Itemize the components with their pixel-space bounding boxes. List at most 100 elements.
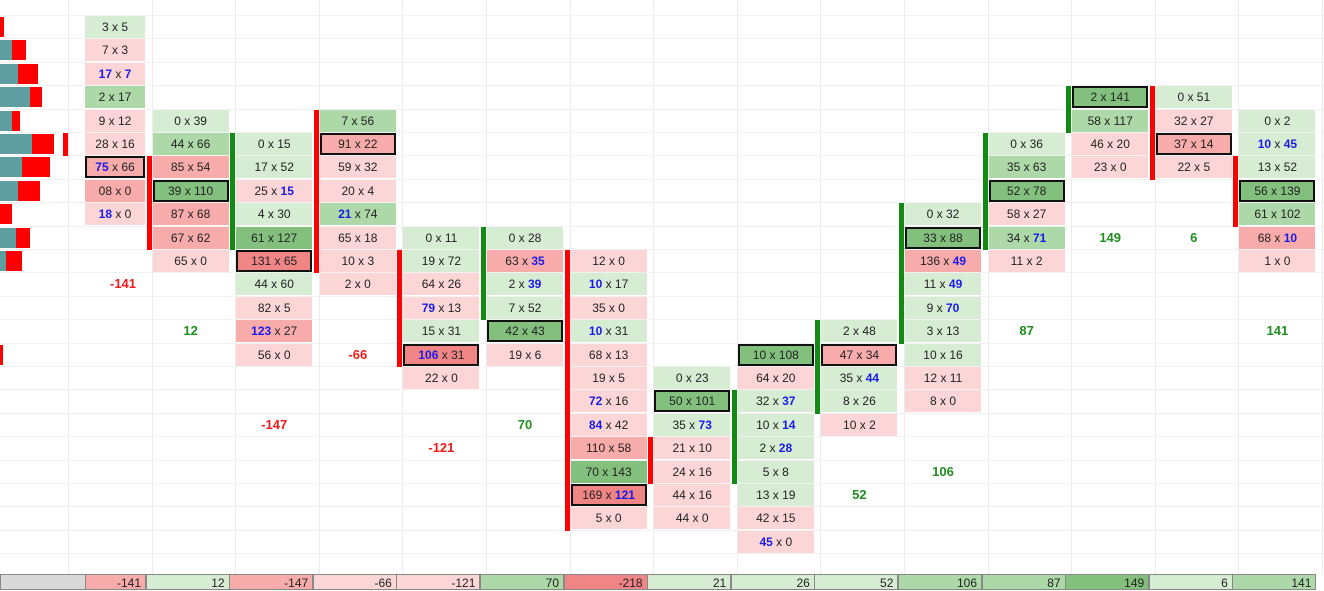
bid-volume: 106 <box>418 347 439 362</box>
separator: x <box>1271 254 1284 268</box>
footprint-cell: 11 x 49 <box>905 273 981 296</box>
profile-bar <box>0 40 12 61</box>
separator: x <box>605 300 619 315</box>
ask-volume: 0 <box>124 183 132 198</box>
separator: x <box>936 347 950 362</box>
ask-volume: 18 <box>364 230 378 245</box>
column-bar <box>397 250 403 367</box>
ask-volume: 39 <box>193 113 207 128</box>
footprint-cell: 2 x 28 <box>737 437 814 460</box>
bid-volume: 13 <box>1257 160 1272 175</box>
profile-bar <box>0 344 3 365</box>
bid-volume: 21 <box>338 207 352 222</box>
footprint-cell: 19 x 6 <box>487 343 563 366</box>
separator: x <box>853 371 866 385</box>
bid-volume: 87 <box>170 207 185 222</box>
separator: x <box>682 394 696 409</box>
column-bar <box>648 437 654 484</box>
footer-value: -121 <box>451 576 476 590</box>
separator: x <box>933 207 946 222</box>
bid-volume: 84 <box>588 417 603 432</box>
ask-volume: 5 <box>283 300 291 315</box>
bid-volume: 9 <box>926 300 934 315</box>
ask-volume: 17 <box>118 90 132 105</box>
delta-label: -66 <box>320 344 396 366</box>
separator: x <box>1271 113 1284 128</box>
bid-volume: 39 <box>168 183 182 198</box>
footprint-cell: 169 x 121 <box>570 484 647 506</box>
separator: x <box>351 160 365 175</box>
separator: x <box>267 160 281 175</box>
grid-row-line <box>0 85 1324 87</box>
separator: x <box>769 464 783 479</box>
bid-volume: 56 <box>257 347 272 362</box>
ask-volume: 102 <box>1280 207 1301 222</box>
separator: x <box>108 160 122 175</box>
separator: x <box>264 230 278 245</box>
bid-volume: 56 <box>1254 183 1268 198</box>
ask-volume: 14 <box>782 417 796 432</box>
footprint-cell: 2 x 0 <box>319 273 396 296</box>
footprint-cell: 7 x 3 <box>85 39 145 62</box>
ask-volume: 31 <box>451 347 465 362</box>
footprint-cell: 106 x 31 <box>403 343 480 366</box>
separator: x <box>1016 137 1030 151</box>
grid-row-line <box>0 342 1324 344</box>
ask-volume: 88 <box>949 230 963 245</box>
footprint-cell: 33 x 88 <box>905 226 981 249</box>
profile-bar <box>16 227 30 248</box>
bid-volume: 5 <box>762 464 770 479</box>
bid-volume: 22 <box>425 371 439 385</box>
separator: x <box>435 324 448 339</box>
bid-volume: 42 <box>505 324 519 339</box>
footprint-cell: 2 x 48 <box>821 320 898 343</box>
bid-volume: 37 <box>1174 137 1188 151</box>
bid-volume: 2 <box>759 441 767 456</box>
ask-volume: 22 <box>364 137 378 151</box>
bid-volume: 35 <box>672 417 686 432</box>
footprint-cell: 17 x 52 <box>236 156 313 179</box>
footprint-cell: 84 x 42 <box>570 413 647 436</box>
ask-volume: 60 <box>280 277 294 292</box>
ask-volume: 20 <box>782 371 796 385</box>
separator: x <box>184 230 197 245</box>
separator: x <box>435 277 448 292</box>
grid-row-line <box>0 202 1324 204</box>
bid-volume: 10 <box>843 417 857 432</box>
ask-volume: 6 <box>534 347 542 362</box>
footprint-cell: 50 x 101 <box>654 390 731 413</box>
bid-volume: 91 <box>338 137 352 151</box>
grid-col-line <box>235 0 237 574</box>
grid-row-line <box>0 483 1324 484</box>
ask-volume: 52 <box>528 300 542 315</box>
bid-volume: 110 <box>586 441 606 456</box>
ask-volume: 23 <box>695 371 709 385</box>
footprint-cell: 8 x 26 <box>821 390 898 413</box>
bid-volume: 34 <box>1006 230 1021 245</box>
grid-col-line <box>1154 0 1156 574</box>
separator: x <box>271 347 284 362</box>
ask-volume: 16 <box>614 394 629 409</box>
ask-volume: 7 <box>124 66 132 81</box>
grid-col-line <box>318 0 320 574</box>
column-bar <box>63 133 68 157</box>
grid-col-line <box>1322 0 1323 574</box>
footprint-cell: 37 x 14 <box>1155 133 1232 155</box>
bid-volume: 10 <box>341 254 355 268</box>
bid-volume: 19 <box>421 254 436 268</box>
profile-bar <box>0 180 18 201</box>
footprint-cell: 34 x 71 <box>988 226 1065 249</box>
bid-volume: 79 <box>421 300 436 315</box>
profile-bar <box>6 251 22 271</box>
bid-volume: 45 <box>759 534 773 549</box>
bid-volume: 11 <box>923 277 937 292</box>
footprint-cell: 22 x 5 <box>1155 156 1232 179</box>
bid-volume: 58 <box>1087 113 1101 128</box>
footer-value: 141 <box>1291 576 1312 590</box>
ask-volume: 17 <box>614 277 629 292</box>
footprint-cell: 17 x 7 <box>85 62 145 85</box>
footprint-cell: 19 x 5 <box>570 367 647 389</box>
footprint-cell: 0 x 51 <box>1155 86 1232 109</box>
bid-volume: 0 <box>675 371 683 385</box>
